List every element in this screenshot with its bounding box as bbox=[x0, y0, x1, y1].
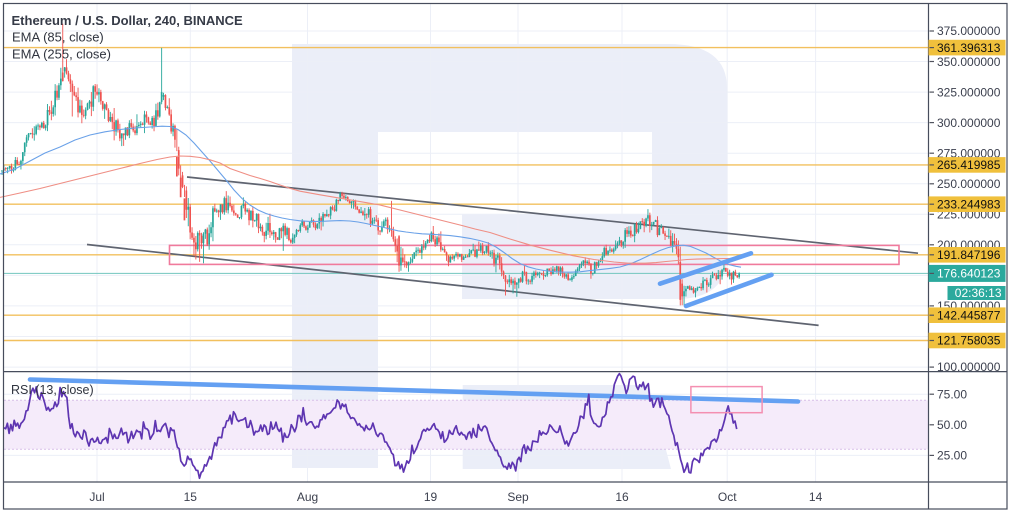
svg-text:15: 15 bbox=[184, 490, 198, 504]
svg-text:325.000000: 325.000000 bbox=[937, 85, 1001, 99]
svg-text:375.000000: 375.000000 bbox=[937, 24, 1001, 38]
svg-text:121.758035: 121.758035 bbox=[937, 334, 1001, 348]
svg-text:EMA (255, close): EMA (255, close) bbox=[12, 47, 111, 62]
svg-text:Aug: Aug bbox=[297, 490, 318, 504]
svg-text:275.000000: 275.000000 bbox=[937, 146, 1001, 160]
svg-text:25.00: 25.00 bbox=[937, 449, 967, 463]
svg-text:14: 14 bbox=[809, 490, 823, 504]
svg-text:191.847196: 191.847196 bbox=[937, 248, 1001, 262]
svg-text:75.00: 75.00 bbox=[937, 387, 967, 401]
svg-text:233.244983: 233.244983 bbox=[937, 197, 1001, 211]
svg-text:265.419985: 265.419985 bbox=[937, 158, 1001, 172]
svg-text:RSI (13, close): RSI (13, close) bbox=[11, 383, 94, 397]
svg-text:Jul: Jul bbox=[89, 490, 104, 504]
svg-text:19: 19 bbox=[424, 490, 438, 504]
svg-text:142.445877: 142.445877 bbox=[937, 308, 1001, 322]
svg-text:Sep: Sep bbox=[507, 490, 529, 504]
svg-text:361.396313: 361.396313 bbox=[937, 41, 1001, 55]
svg-text:300.000000: 300.000000 bbox=[937, 116, 1001, 130]
svg-text:100.000000: 100.000000 bbox=[937, 360, 1001, 374]
svg-text:Ethereum / U.S. Dollar, 240, B: Ethereum / U.S. Dollar, 240, BINANCE bbox=[12, 13, 244, 28]
svg-text:02:36:13: 02:36:13 bbox=[955, 286, 1002, 300]
svg-text:250.000000: 250.000000 bbox=[937, 177, 1001, 191]
svg-text:EMA (85, close): EMA (85, close) bbox=[12, 30, 104, 45]
svg-text:16: 16 bbox=[615, 490, 629, 504]
svg-text:176.640123: 176.640123 bbox=[937, 267, 1001, 281]
svg-text:Oct: Oct bbox=[718, 490, 737, 504]
svg-text:350.000000: 350.000000 bbox=[937, 55, 1001, 69]
svg-text:50.00: 50.00 bbox=[937, 418, 967, 432]
